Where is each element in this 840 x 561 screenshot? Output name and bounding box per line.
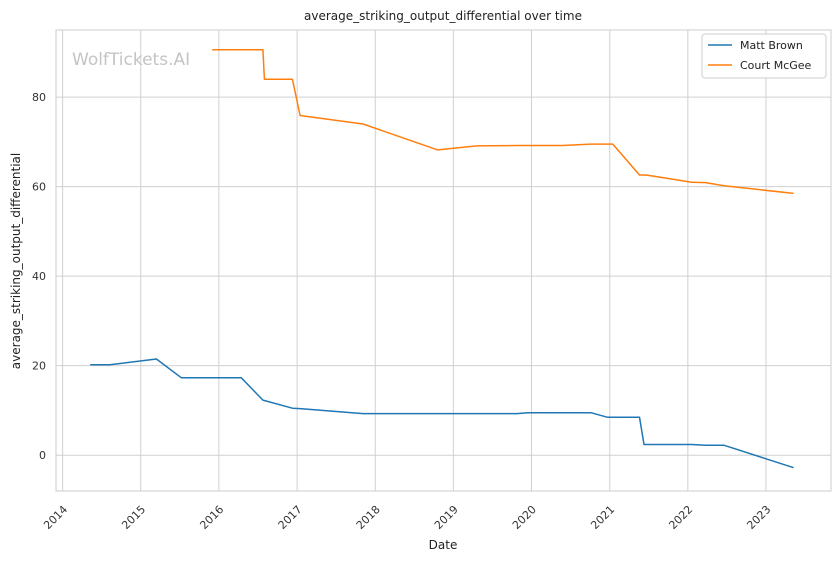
- y-tick-label: 60: [32, 181, 46, 194]
- legend-box: [701, 33, 827, 79]
- watermark-text: WolfTickets.AI: [72, 50, 190, 70]
- gridlines: [56, 30, 831, 491]
- plot-frame: [55, 29, 832, 492]
- series-line-matt-brown: [90, 358, 794, 469]
- y-axis-title: average_striking_output_differential: [9, 153, 23, 369]
- series-layer: [90, 48, 794, 469]
- y-tick-labels: 0 20 40 60 80: [32, 91, 46, 462]
- y-tick-label: 80: [32, 91, 46, 104]
- chart-title: average_striking_output_differential ove…: [304, 9, 582, 23]
- y-tick-label: 20: [32, 360, 46, 373]
- y-tick-label: 0: [39, 449, 46, 462]
- legend-label-matt-brown: Matt Brown: [740, 39, 803, 52]
- legend: Matt Brown Court McGee: [701, 33, 827, 79]
- legend-label-court-mcgee: Court McGee: [740, 59, 812, 72]
- series-line-court-mcgee: [212, 48, 794, 195]
- y-tick-label: 40: [32, 270, 46, 283]
- x-axis-title: Date: [429, 538, 458, 552]
